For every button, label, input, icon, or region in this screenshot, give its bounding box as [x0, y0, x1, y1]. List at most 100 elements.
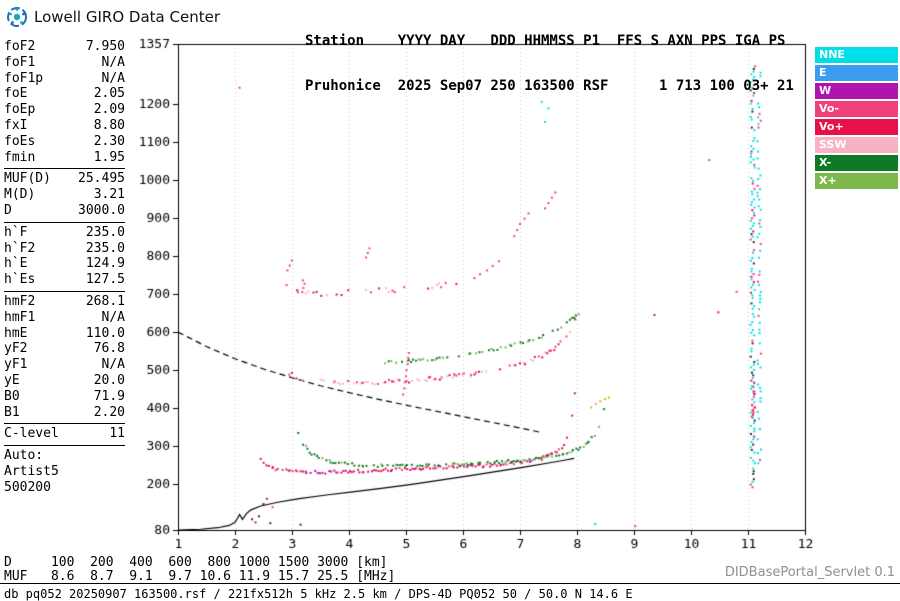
param-value: N/A: [101, 54, 125, 70]
param-label: foEs: [4, 133, 36, 149]
param-value: 76.8: [93, 341, 125, 357]
param-value: 8.80: [93, 117, 125, 133]
param-row: h`F2 235.0: [4, 241, 125, 257]
param-value: 25.495: [78, 171, 125, 187]
param-row: foF2 7.950: [4, 39, 125, 55]
param-value: 1.95: [93, 149, 125, 165]
param-row: yF2 76.8: [4, 341, 125, 357]
param-label: M(D): [4, 187, 36, 203]
brand-title: Lowell GIRO Data Center: [34, 8, 220, 26]
echo-direction-legend: NNE E W Vo- Vo+ SSW X- X+: [815, 47, 898, 191]
param-value: 3000.0: [78, 202, 125, 218]
param-group: hmF2 268.1 hmF1 N/A hmE 110.0 yF2 76.8 yF1 N/A yE 2…: [4, 290, 125, 423]
legend-item-e: E: [815, 65, 898, 81]
param-group: C-level 11: [4, 423, 125, 445]
footer-divider: [0, 583, 900, 584]
param-label: yF1: [4, 357, 28, 373]
param-label: C-level: [4, 426, 59, 442]
param-value: 11: [109, 426, 125, 442]
param-row: foF1p N/A: [4, 71, 125, 87]
legend-item-x+: X+: [815, 173, 898, 189]
param-row: h`F 235.0: [4, 225, 125, 241]
param-row: Artist5: [4, 464, 125, 480]
param-value: 71.9: [93, 388, 125, 404]
param-row: foE 2.05: [4, 86, 125, 102]
param-label: Auto:: [4, 448, 44, 464]
param-row: C-level 11: [4, 426, 125, 442]
param-label: foF1: [4, 54, 36, 70]
param-row: h`Es 127.5: [4, 272, 125, 288]
param-value: N/A: [101, 357, 125, 373]
param-value: 2.20: [93, 404, 125, 420]
param-value: 127.5: [85, 272, 125, 288]
param-label: Artist5: [4, 463, 59, 479]
param-label: D: [4, 202, 12, 218]
param-row: foEp 2.09: [4, 102, 125, 118]
param-value: 268.1: [85, 293, 125, 309]
param-value: N/A: [101, 70, 125, 86]
param-label: hmF1: [4, 309, 36, 325]
param-label: yF2: [4, 341, 28, 357]
param-row: D 3000.0: [4, 203, 125, 219]
distance-row: D 100 200 400 600 800 1000 1500 3000 [km…: [4, 555, 388, 570]
param-value: 2.09: [93, 102, 125, 118]
legend-item-vo+: Vo+: [815, 119, 898, 135]
param-label: fxI: [4, 117, 28, 133]
param-row: yE 20.0: [4, 373, 125, 389]
param-value: 235.0: [85, 240, 125, 256]
param-label: 500200: [4, 479, 51, 495]
param-row: hmF1 N/A: [4, 310, 125, 326]
muf-row: MUF 8.6 8.7 9.1 9.7 10.6 11.9 15.7 25.5 …: [4, 569, 396, 584]
param-label: hmE: [4, 325, 28, 341]
param-label: MUF(D): [4, 171, 51, 187]
param-label: foF2: [4, 39, 36, 54]
param-label: B1: [4, 404, 20, 420]
param-value: 235.0: [85, 224, 125, 240]
legend-item-nne: NNE: [815, 47, 898, 63]
param-label: fmin: [4, 149, 36, 165]
param-value: 3.21: [93, 187, 125, 203]
param-value: N/A: [101, 309, 125, 325]
param-row: Auto:: [4, 448, 125, 464]
param-value: 20.0: [93, 372, 125, 388]
lowell-giro-logo-icon: [7, 7, 27, 27]
param-label: h`E: [4, 256, 28, 272]
param-row: fxI 8.80: [4, 118, 125, 134]
param-label: hmF2: [4, 293, 36, 309]
parameter-panel: foF2 7.950 foF1 N/A foF1p N/A foE 2.05 foEp 2.09 f…: [4, 37, 125, 499]
servlet-version: DIDBasePortal_Servlet 0.1: [724, 565, 895, 580]
param-label: B0: [4, 388, 20, 404]
param-label: h`F: [4, 224, 28, 240]
param-label: foF1p: [4, 70, 44, 86]
param-row: foF1 N/A: [4, 55, 125, 71]
param-label: foE: [4, 86, 28, 102]
param-row: fmin 1.95: [4, 150, 125, 166]
param-row: B0 71.9: [4, 389, 125, 405]
param-value: 110.0: [85, 325, 125, 341]
param-row: MUF(D) 25.495: [4, 171, 125, 187]
param-row: hmE 110.0: [4, 326, 125, 342]
param-label: yE: [4, 372, 20, 388]
param-row: 500200: [4, 480, 125, 496]
station-header: Station YYYY DAY DDD HHMMSS P1 FFS S AXN…: [305, 4, 794, 109]
station-header-columns: Station YYYY DAY DDD HHMMSS P1 FFS S AXN…: [305, 33, 786, 49]
param-group: h`F 235.0 h`F2 235.0 h`E 124.9 h`Es 127.5: [4, 221, 125, 291]
param-row: M(D) 3.21: [4, 187, 125, 203]
param-label: h`Es: [4, 272, 36, 288]
measurement-info: db pq052 20250907 163500.rsf / 221fx512h…: [4, 587, 633, 601]
station-header-values: Pruhonice 2025 Sep07 250 163500 RSF 1 71…: [305, 78, 794, 94]
brand-header: Lowell GIRO Data Center: [6, 6, 220, 28]
param-value: 7.950: [85, 39, 125, 54]
param-value: 2.05: [93, 86, 125, 102]
param-label: h`F2: [4, 240, 36, 256]
param-row: hmF2 268.1: [4, 294, 125, 310]
param-row: B1 2.20: [4, 405, 125, 421]
param-row: foEs 2.30: [4, 134, 125, 150]
param-group: foF2 7.950 foF1 N/A foF1p N/A foE 2.05 foEp 2.09 f…: [4, 37, 125, 168]
param-value: 124.9: [85, 256, 125, 272]
param-group: Auto: Artist5 500200: [4, 445, 125, 498]
legend-item-x-: X-: [815, 155, 898, 171]
param-label: foEp: [4, 102, 36, 118]
legend-item-ssw: SSW: [815, 137, 898, 153]
